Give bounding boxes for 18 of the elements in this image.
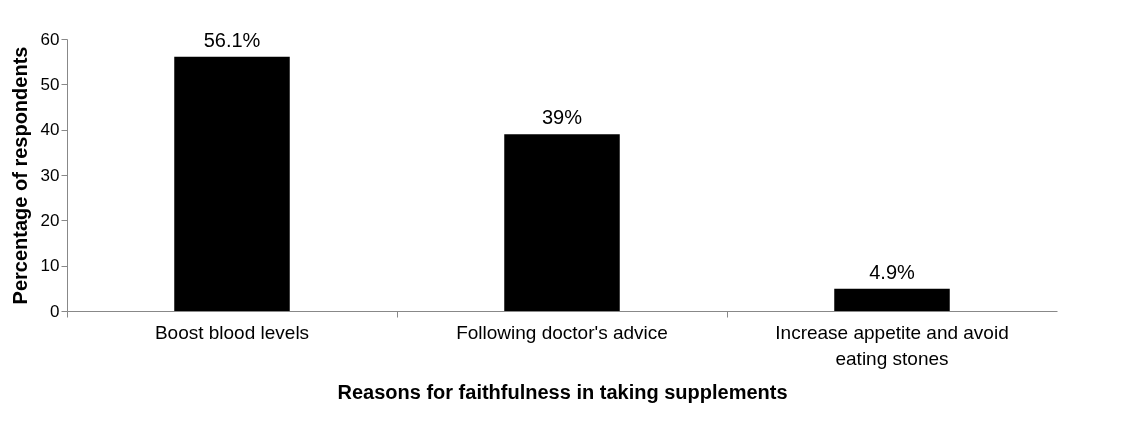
- y-tick-label: 10: [40, 256, 60, 276]
- y-tick-label: 30: [40, 165, 60, 185]
- data-label: 4.9%: [869, 260, 916, 283]
- y-tick-label: 20: [40, 210, 60, 230]
- data-label: 39%: [541, 106, 583, 129]
- bar: [504, 134, 620, 311]
- x-tick-label: Boost blood levels: [154, 321, 310, 343]
- bar: [174, 56, 290, 311]
- y-tick-label: 0: [50, 301, 60, 321]
- bar: [834, 288, 950, 311]
- y-tick-label: 60: [40, 29, 60, 49]
- y-tick-label: 40: [40, 120, 60, 140]
- x-tick-label: Following doctor's advice: [456, 321, 668, 343]
- x-tick-label: Increase appetite and avoid eating stones: [775, 321, 1009, 369]
- x-axis-title: Reasons for faithfulness in taking supplements: [337, 380, 788, 403]
- data-label: 56.1%: [203, 28, 261, 51]
- y-tick-label: 50: [40, 74, 60, 94]
- y-axis-title: Percentage of respondents: [8, 46, 31, 305]
